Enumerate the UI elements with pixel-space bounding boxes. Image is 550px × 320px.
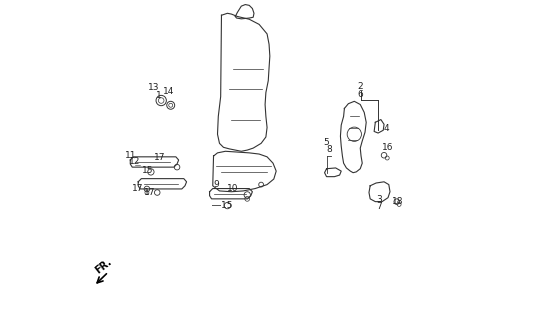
Text: 15: 15 xyxy=(142,166,154,175)
Text: 16: 16 xyxy=(382,143,394,152)
Text: 10: 10 xyxy=(227,184,238,193)
Text: FR.: FR. xyxy=(93,257,113,276)
Text: 17: 17 xyxy=(154,153,166,162)
Text: 18: 18 xyxy=(392,196,404,206)
Text: 7: 7 xyxy=(376,202,382,211)
Text: 9: 9 xyxy=(214,180,219,189)
Text: ―15: ―15 xyxy=(212,201,233,210)
Text: 4: 4 xyxy=(383,124,389,133)
Text: 12: 12 xyxy=(129,157,141,166)
Text: 11: 11 xyxy=(125,151,137,160)
Text: 17: 17 xyxy=(144,188,156,197)
Text: 6: 6 xyxy=(358,90,363,99)
Text: 1: 1 xyxy=(156,91,162,100)
Text: 5: 5 xyxy=(323,138,329,147)
Text: 8: 8 xyxy=(327,145,332,154)
Text: 17: 17 xyxy=(131,184,143,193)
Text: 14: 14 xyxy=(163,87,175,96)
Text: 2: 2 xyxy=(358,82,363,91)
Text: 13: 13 xyxy=(147,83,159,92)
Text: 3: 3 xyxy=(376,195,382,204)
